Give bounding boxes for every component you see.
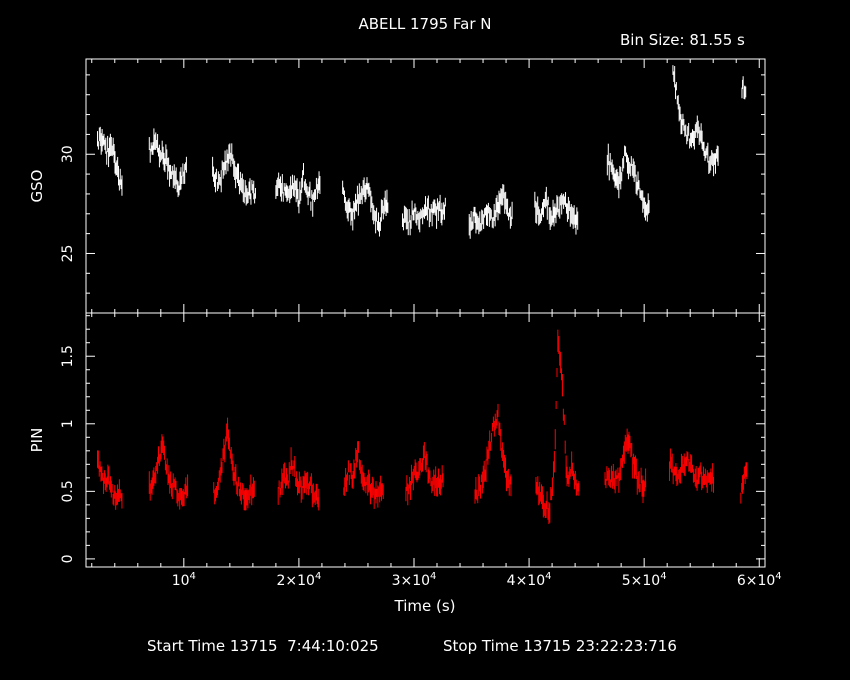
pin-segment — [277, 447, 320, 511]
y-tick-label: 0.5 — [60, 480, 76, 502]
y-axis-label: GSO — [28, 170, 46, 203]
gso-segment — [97, 126, 123, 196]
chart-title: ABELL 1795 Far N — [358, 15, 492, 33]
panel-frame-0 — [85, 58, 766, 314]
x-tick-label: 2×104 — [276, 571, 321, 589]
x-tick-label: 3×104 — [392, 571, 437, 589]
gso-segment — [275, 163, 321, 217]
y-tick-label: 1 — [60, 419, 76, 428]
gso-segment — [401, 194, 446, 236]
pin-segment — [405, 442, 444, 506]
gso-segment — [534, 186, 579, 235]
y-tick-label: 0 — [60, 554, 76, 563]
x-axis-label: Time (s) — [394, 597, 456, 615]
x-tick-label: 104 — [172, 571, 196, 589]
pin-segment — [213, 417, 255, 511]
x-tick-label: 5×104 — [622, 571, 667, 589]
gso-segment — [468, 184, 513, 239]
y-tick-label: 25 — [60, 245, 76, 263]
stop-time-label: Stop Time 13715 23:22:23:716 — [443, 637, 677, 655]
gso-segment — [672, 65, 719, 177]
pin-segment — [343, 441, 384, 509]
gso-segment — [741, 76, 747, 100]
gso-segment — [212, 143, 256, 206]
pin-segment — [148, 434, 189, 510]
y-axis-label: PIN — [28, 428, 46, 453]
bin-size-label: Bin Size: 81.55 s — [620, 31, 745, 49]
pin-segment — [604, 428, 647, 504]
y-tick-label: 30 — [60, 145, 76, 163]
pin-segment — [474, 403, 512, 504]
y-tick-label: 1.5 — [60, 345, 76, 367]
start-time-label: Start Time 13715 7:44:10:025 — [147, 637, 379, 655]
x-tick-label: 6×104 — [737, 571, 782, 589]
gso-segment — [342, 177, 389, 237]
pin-segment — [740, 462, 748, 504]
gso-segment — [148, 128, 187, 198]
pin-segment — [97, 450, 123, 510]
pin-segment — [535, 329, 580, 525]
pin-segment — [668, 448, 714, 493]
x-tick-label: 4×104 — [507, 571, 552, 589]
gso-segment — [606, 143, 650, 222]
panel-frame-1 — [85, 312, 766, 568]
